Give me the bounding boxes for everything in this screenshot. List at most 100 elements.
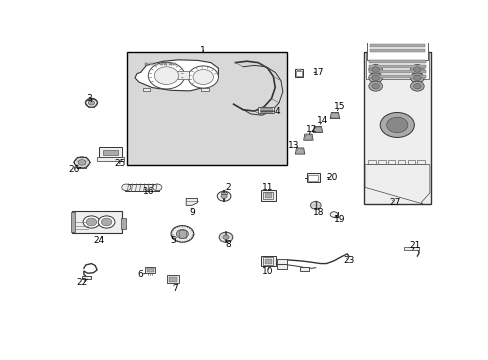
Bar — [369, 39, 424, 42]
Circle shape — [219, 232, 232, 242]
Bar — [145, 267, 155, 273]
Text: 20: 20 — [325, 173, 337, 182]
Bar — [150, 63, 153, 65]
Text: 22: 22 — [76, 279, 87, 288]
Circle shape — [85, 98, 97, 107]
Bar — [366, 4, 427, 60]
Text: 12: 12 — [305, 125, 316, 134]
Text: 27: 27 — [388, 198, 400, 207]
Bar — [403, 247, 418, 250]
Bar — [299, 267, 309, 271]
Text: 7: 7 — [172, 284, 177, 293]
Bar — [155, 63, 158, 65]
Text: 13: 13 — [288, 141, 299, 150]
Circle shape — [413, 75, 420, 81]
Bar — [366, 53, 428, 79]
Bar — [221, 192, 226, 194]
Text: 1: 1 — [200, 46, 206, 55]
Bar — [369, 34, 424, 37]
Circle shape — [88, 100, 94, 105]
Circle shape — [153, 184, 162, 191]
Bar — [258, 107, 274, 113]
Text: 4: 4 — [274, 107, 280, 116]
Circle shape — [221, 194, 226, 198]
Bar — [368, 65, 425, 68]
Bar — [102, 150, 118, 155]
Bar — [296, 71, 302, 76]
Polygon shape — [186, 198, 197, 205]
Bar — [70, 212, 75, 232]
Text: 5: 5 — [170, 235, 176, 244]
Bar — [99, 147, 122, 157]
Circle shape — [380, 112, 413, 138]
Circle shape — [86, 218, 97, 226]
Bar — [369, 44, 424, 47]
Circle shape — [371, 84, 379, 89]
Circle shape — [368, 64, 382, 75]
Text: 23: 23 — [343, 256, 354, 265]
Bar — [294, 69, 303, 77]
Bar — [169, 63, 172, 65]
Bar — [417, 161, 424, 164]
Bar — [367, 161, 375, 164]
Polygon shape — [312, 126, 322, 132]
Circle shape — [223, 235, 228, 239]
Text: 6: 6 — [138, 270, 143, 279]
Bar — [368, 60, 425, 63]
Bar — [72, 211, 122, 233]
Bar — [387, 161, 395, 164]
Bar — [261, 256, 275, 266]
Bar — [369, 49, 424, 52]
Bar — [142, 87, 150, 91]
Text: 10: 10 — [262, 267, 273, 276]
Bar — [169, 276, 176, 282]
Circle shape — [368, 81, 382, 91]
Bar — [264, 193, 271, 198]
Bar — [307, 175, 318, 181]
Bar — [164, 63, 167, 65]
Text: 2: 2 — [224, 183, 230, 192]
Bar — [277, 259, 286, 264]
Text: 9: 9 — [188, 208, 194, 217]
Polygon shape — [135, 60, 218, 91]
Circle shape — [371, 67, 379, 72]
Text: 24: 24 — [93, 235, 104, 244]
Circle shape — [193, 69, 213, 85]
Bar — [368, 75, 425, 77]
Bar — [173, 63, 176, 65]
Circle shape — [188, 66, 218, 88]
Bar — [97, 157, 123, 161]
Circle shape — [413, 67, 420, 72]
Bar — [146, 268, 153, 272]
Bar — [167, 275, 178, 283]
Text: 18: 18 — [312, 208, 324, 217]
Circle shape — [101, 218, 112, 226]
Polygon shape — [365, 165, 429, 204]
Bar — [159, 63, 163, 65]
Bar — [82, 276, 91, 279]
Bar — [261, 190, 275, 201]
Circle shape — [122, 184, 131, 191]
Text: 3: 3 — [86, 94, 92, 103]
Circle shape — [410, 73, 423, 83]
Circle shape — [413, 84, 420, 89]
Circle shape — [410, 81, 423, 91]
Text: 21: 21 — [409, 241, 420, 250]
Text: 19: 19 — [333, 215, 345, 224]
Circle shape — [176, 229, 188, 238]
Circle shape — [74, 157, 89, 168]
Bar — [260, 108, 272, 112]
Bar — [264, 258, 271, 264]
Bar — [369, 29, 424, 32]
Circle shape — [386, 117, 407, 133]
Circle shape — [171, 226, 193, 242]
Circle shape — [371, 75, 379, 81]
Polygon shape — [331, 113, 338, 118]
Bar — [145, 63, 148, 65]
Text: 8: 8 — [224, 240, 230, 249]
Bar — [277, 264, 286, 269]
Bar — [127, 51, 286, 165]
Text: 11: 11 — [262, 183, 273, 192]
Circle shape — [83, 216, 100, 228]
Text: 14: 14 — [316, 116, 327, 125]
